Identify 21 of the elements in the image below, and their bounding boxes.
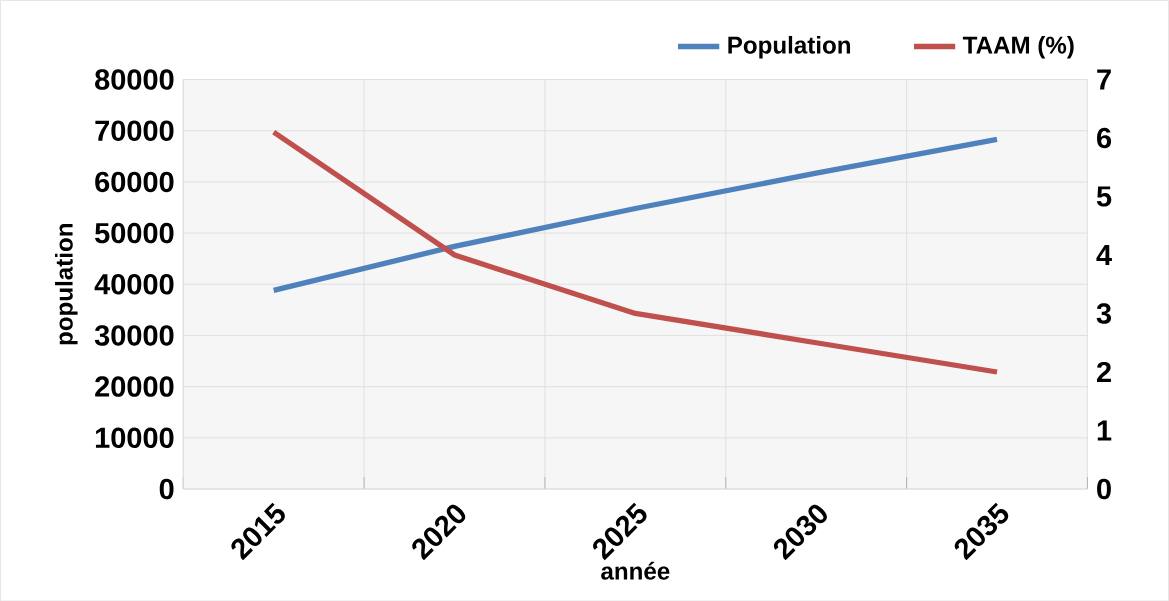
y-axis-title: population — [55, 223, 78, 345]
y2-tick-label: 2 — [1096, 361, 1111, 382]
y-tick-label: 70000 — [95, 120, 174, 141]
y-tick-label: 40000 — [94, 273, 174, 295]
legend-label: Population — [728, 35, 851, 59]
y2-tick-label: 0 — [1097, 478, 1111, 499]
y2-tick-label: 6 — [1097, 127, 1112, 149]
y-tick-label: 50000 — [95, 222, 174, 244]
y-tick-label: 30000 — [94, 324, 174, 346]
y2-tick-label: 4 — [1096, 244, 1112, 265]
y-tick-label: 0 — [159, 478, 174, 499]
y-tick-label: 20000 — [95, 376, 174, 397]
x-axis-title: année — [601, 561, 670, 580]
y-tick-label: 10000 — [95, 427, 174, 448]
y-tick-label: 80000 — [95, 69, 174, 90]
y2-tick-label: 7 — [1097, 69, 1111, 90]
y2-tick-label: 3 — [1096, 302, 1112, 324]
y2-tick-label: 1 — [1097, 420, 1112, 441]
y2-tick-label: 5 — [1096, 186, 1112, 207]
legend-label: TAAM (%) — [962, 35, 1074, 59]
y-tick-label: 60000 — [95, 171, 174, 192]
